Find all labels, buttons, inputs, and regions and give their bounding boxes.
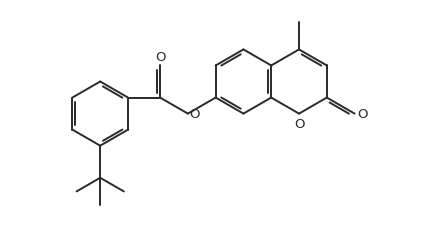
Text: O: O [293,117,304,130]
Text: O: O [189,108,199,121]
Text: O: O [155,51,165,64]
Text: O: O [356,108,367,121]
